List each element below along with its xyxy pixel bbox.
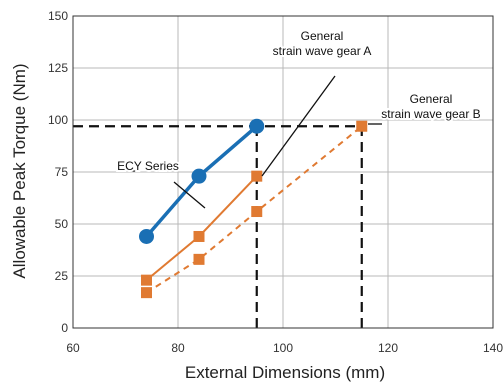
data-point (141, 287, 152, 299)
data-point (356, 120, 368, 132)
data-point (191, 168, 207, 184)
x-tick-label: 80 (171, 341, 185, 355)
data-point (139, 228, 154, 244)
data-point (193, 253, 205, 265)
y-tick-label: 100 (48, 113, 68, 127)
series-line (145, 125, 363, 294)
y-tick-label: 125 (48, 61, 68, 75)
data-point (193, 230, 205, 242)
x-tick-label: 60 (66, 341, 80, 355)
annotation-label: General (410, 92, 453, 106)
x-tick-label: 140 (483, 341, 503, 355)
annotation-label: strain wave gear B (381, 107, 480, 121)
y-tick-label: 0 (61, 321, 68, 335)
annotation-label: strain wave gear A (273, 44, 372, 58)
y-tick-label: 75 (55, 165, 69, 179)
y-tick-label: 25 (55, 269, 69, 283)
data-point (251, 170, 263, 182)
y-tick-label: 50 (55, 217, 69, 231)
y-axis-title: Allowable Peak Torque (Nm) (10, 63, 29, 278)
y-tick-label: 150 (48, 9, 68, 23)
reference-lines (73, 125, 363, 328)
axes: 60 80 100 120 140 0 25 50 75 100 125 150 (48, 9, 503, 355)
x-axis-title: External Dimensions (mm) (185, 363, 385, 382)
annotation-leader-line (173, 181, 206, 209)
data-point (249, 118, 265, 134)
data-point (141, 274, 152, 286)
annotation-label: ECY Series (117, 159, 179, 173)
annotation-leader-line (261, 75, 336, 177)
x-tick-label: 100 (273, 341, 293, 355)
series (139, 118, 368, 299)
plot-frame (72, 15, 494, 329)
annotation-label: General (301, 29, 344, 43)
data-point (251, 206, 263, 218)
x-tick-label: 120 (378, 341, 398, 355)
